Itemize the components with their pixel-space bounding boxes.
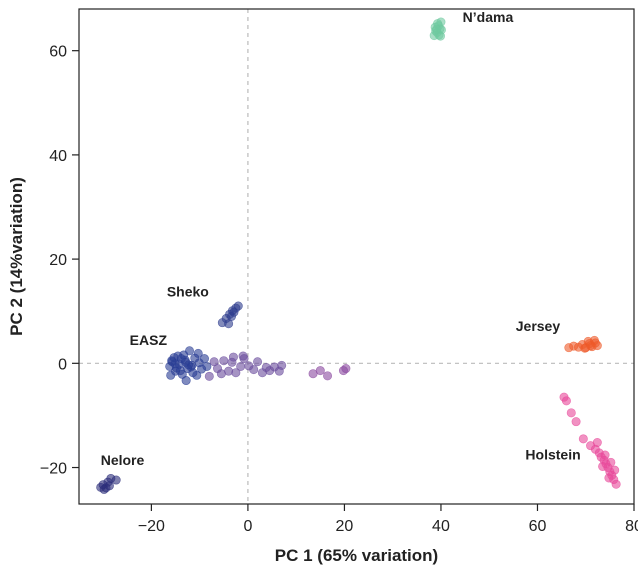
data-point <box>606 457 616 467</box>
plot-frame <box>78 8 635 505</box>
data-point <box>604 473 614 483</box>
data-point <box>571 417 581 427</box>
data-point <box>578 434 588 444</box>
data-point <box>236 361 246 371</box>
data-point <box>193 348 203 358</box>
data-point <box>341 364 351 374</box>
data-point <box>566 408 576 418</box>
data-point <box>238 351 248 361</box>
data-point <box>175 366 185 376</box>
y-tick-label: 0 <box>58 356 67 373</box>
data-point <box>219 356 229 366</box>
x-tick-label: 0 <box>243 518 252 535</box>
series-sheko <box>217 301 243 329</box>
x-axis-title: PC 1 (65% variation) <box>275 546 438 565</box>
y-axis-title: PC 2 (14%variation) <box>7 177 26 336</box>
data-point <box>233 301 243 311</box>
series-admixed <box>308 364 351 381</box>
group-label: EASZ <box>130 332 168 348</box>
data-points <box>96 17 621 494</box>
data-point <box>277 360 287 370</box>
data-point <box>184 360 194 370</box>
data-point <box>104 481 114 491</box>
data-point <box>229 307 239 317</box>
data-point <box>315 366 325 376</box>
data-point <box>592 438 602 448</box>
x-tick-label: 40 <box>432 518 450 535</box>
group-label: Holstein <box>525 447 580 463</box>
data-point <box>224 366 234 376</box>
series-admixed <box>204 351 287 381</box>
x-tick-label: −20 <box>138 518 165 535</box>
data-point <box>561 396 571 406</box>
x-tick-label: 60 <box>529 518 547 535</box>
data-point <box>600 450 610 460</box>
group-label: Nelore <box>101 452 145 468</box>
data-point <box>435 31 445 41</box>
data-point <box>204 371 214 381</box>
data-point <box>610 465 620 475</box>
data-point <box>202 361 212 371</box>
data-point <box>166 370 176 380</box>
data-point <box>432 24 442 34</box>
y-tick-label: 40 <box>49 148 67 165</box>
reference-lines <box>79 9 634 504</box>
data-point <box>598 461 608 471</box>
data-point <box>181 376 191 386</box>
group-label: Sheko <box>167 284 209 300</box>
data-point <box>323 371 333 381</box>
x-tick-label: 80 <box>625 518 638 535</box>
y-tick-label: 60 <box>49 44 67 61</box>
group-labels: N’dama Jersey Holstein Sheko EASZ Nelore <box>101 9 581 468</box>
series-holstein <box>559 392 621 489</box>
series-easz <box>165 346 212 386</box>
data-point <box>176 354 186 364</box>
series-nelore <box>96 473 121 494</box>
y-axis: −20 0 20 40 60 <box>40 44 79 478</box>
data-point <box>170 359 180 369</box>
series-jersey <box>564 335 602 353</box>
series-ndama <box>429 17 446 41</box>
y-tick-label: −20 <box>40 461 67 478</box>
data-point <box>253 357 263 367</box>
group-label: N’dama <box>463 9 514 25</box>
data-point <box>111 475 121 485</box>
group-label: Jersey <box>516 318 561 334</box>
x-tick-label: 20 <box>336 518 354 535</box>
data-point <box>611 479 621 489</box>
data-point <box>586 341 596 351</box>
x-axis: −20 0 20 40 60 80 <box>138 504 638 535</box>
y-tick-label: 20 <box>49 252 67 269</box>
data-point <box>231 368 241 378</box>
data-point <box>249 365 259 375</box>
data-point <box>228 352 238 362</box>
